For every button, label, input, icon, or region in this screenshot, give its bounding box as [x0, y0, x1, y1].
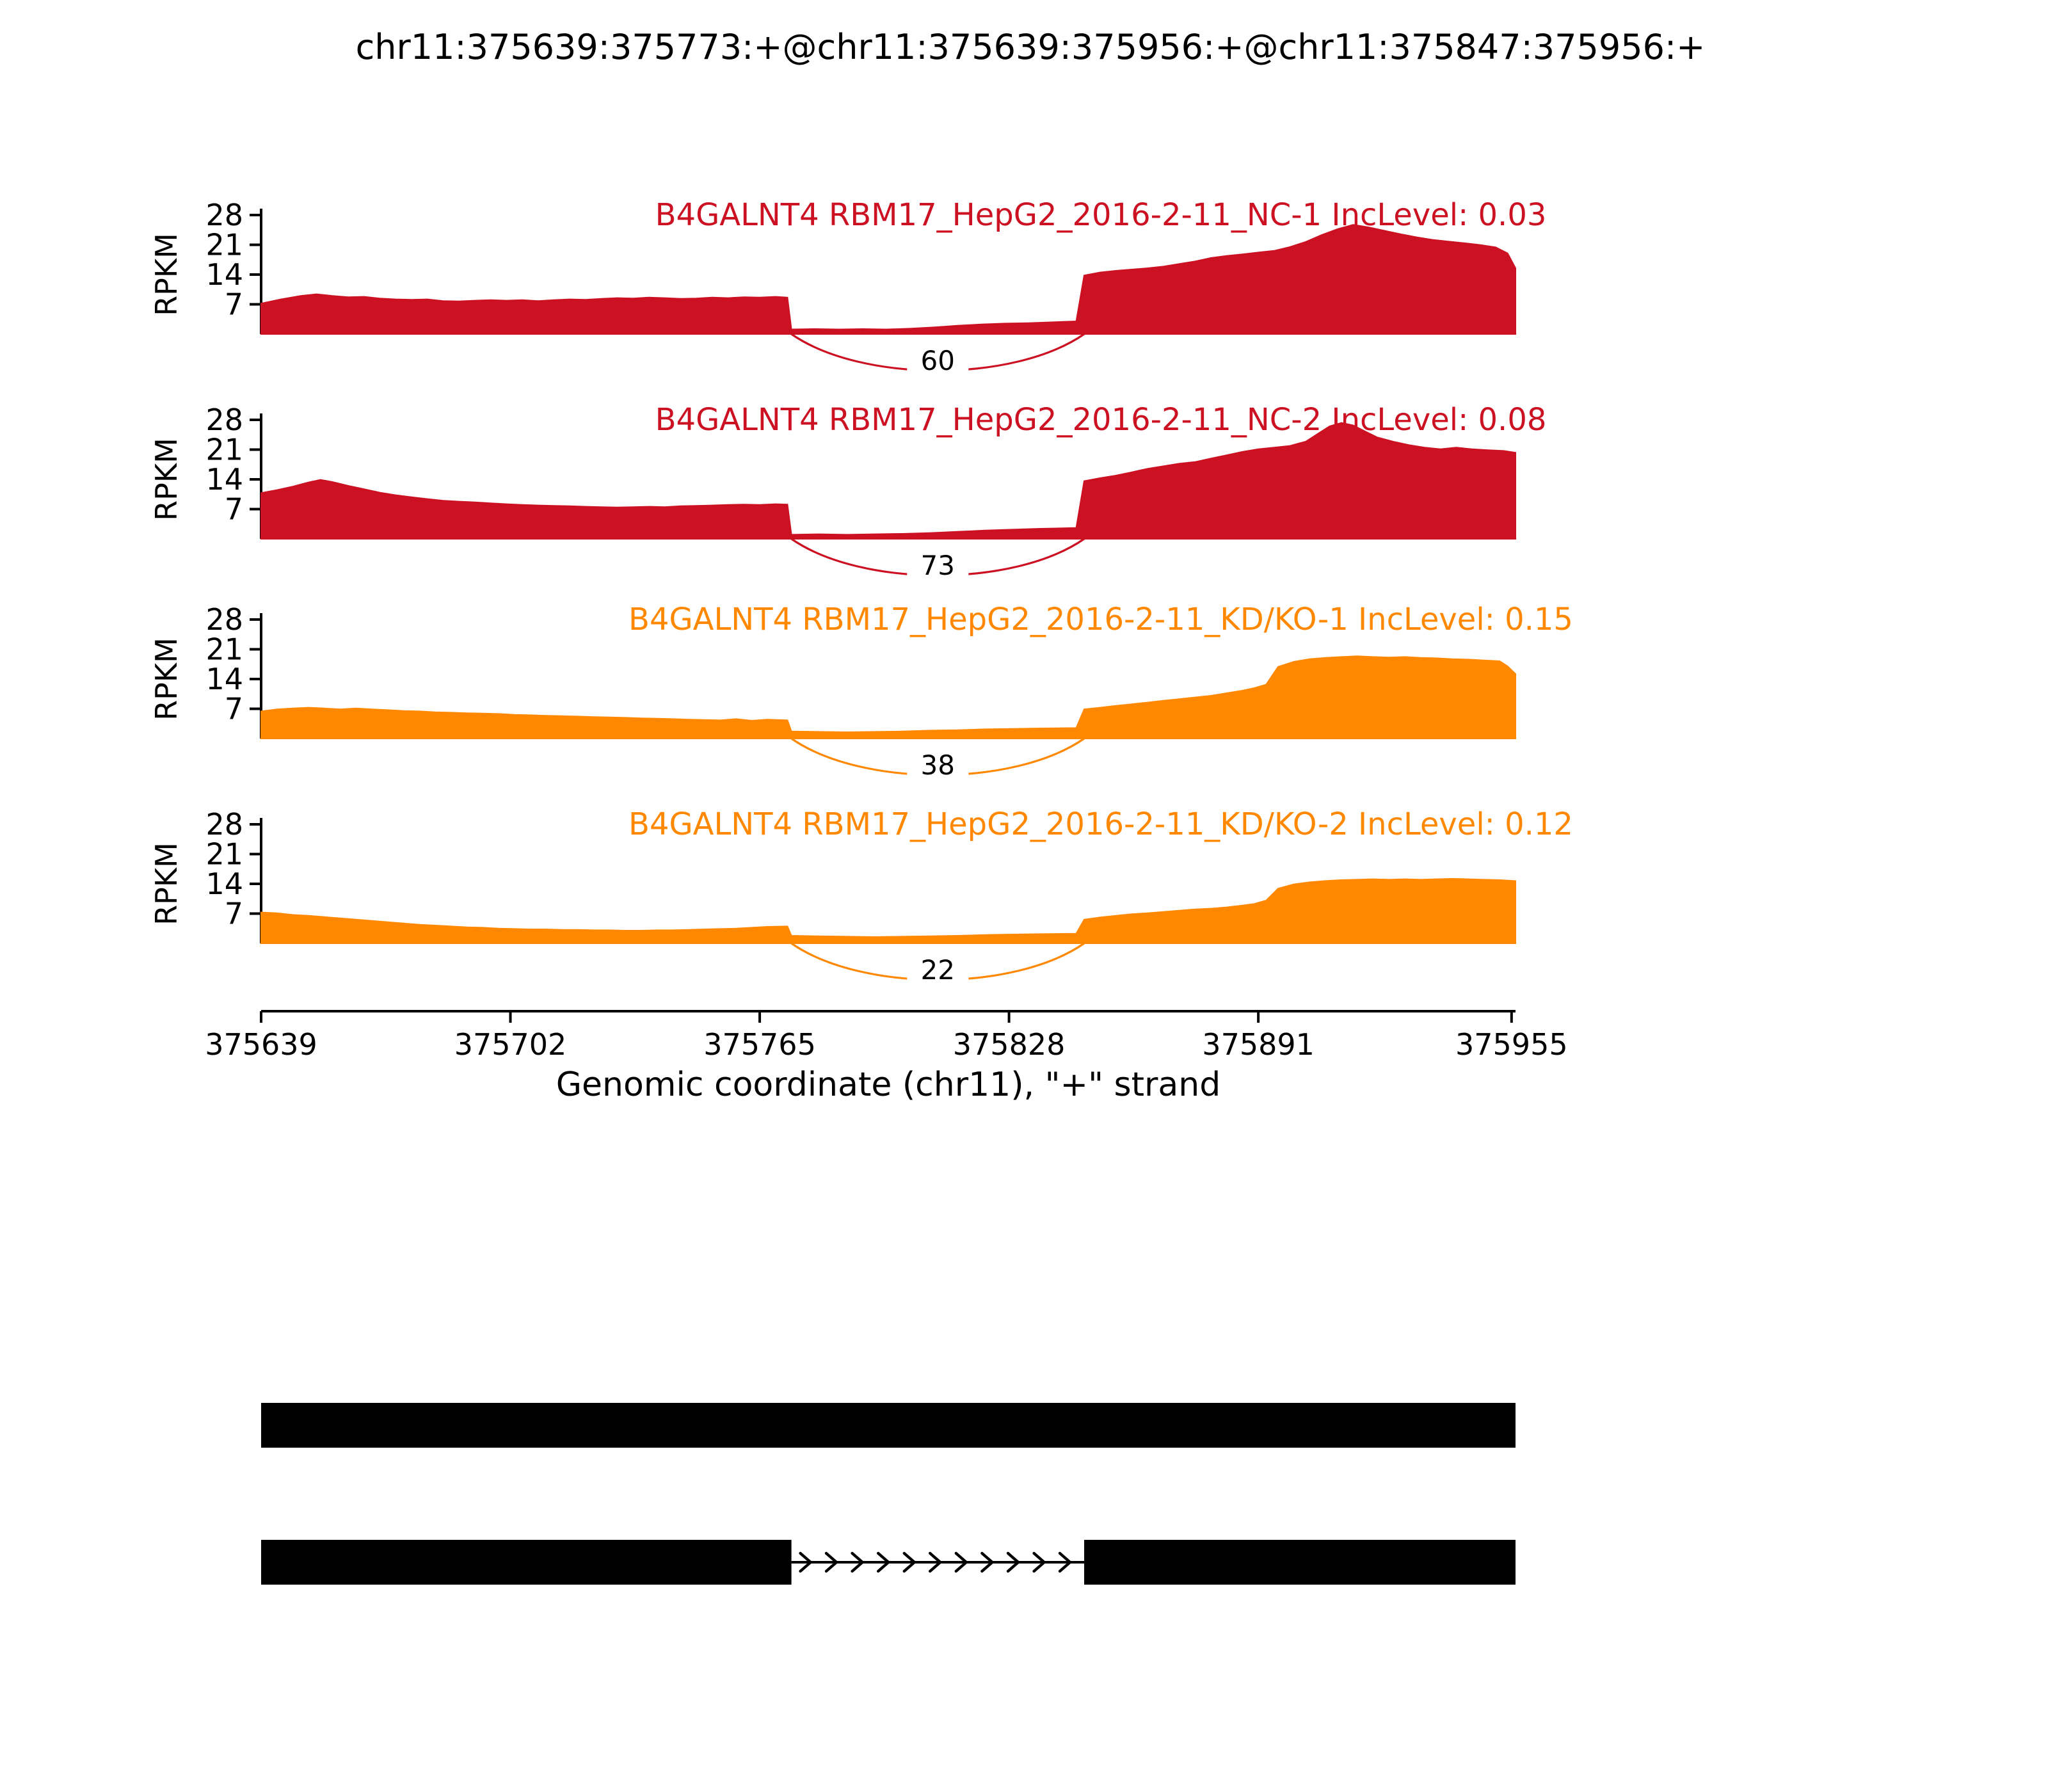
- coverage-area: [260, 655, 1516, 739]
- x-axis: 375639 375702 375765 375828 375891 375955: [205, 1010, 1568, 1062]
- strand-arrow-icon: [877, 1551, 890, 1573]
- track-title-0: B4GALNT4 RBM17_HepG2_2016-2-11_NC-1 IncL…: [655, 197, 1547, 233]
- y-tick-label: 21: [205, 632, 243, 667]
- junction-count-bg: [907, 346, 969, 376]
- x-axis-title: Genomic coordinate (chr11), "+" strand: [556, 1066, 1221, 1104]
- y-tick-label: 28: [205, 198, 243, 232]
- strand-arrow-icon: [1058, 1551, 1072, 1573]
- y-tick-label: 21: [205, 228, 243, 262]
- tracks-group: 7142128RPKM607142128RPKM737142128RPKM387…: [149, 198, 1516, 986]
- strand-arrow-icon: [1032, 1551, 1046, 1573]
- y-tick-label: 21: [205, 837, 243, 872]
- y-tick-label: 7: [225, 897, 243, 931]
- track-title-1: B4GALNT4 RBM17_HepG2_2016-2-11_NC-2 IncL…: [655, 402, 1547, 438]
- y-axis-title: RPKM: [149, 233, 184, 316]
- y-tick-label: 21: [205, 433, 243, 467]
- y-tick-label: 14: [205, 257, 243, 292]
- gene-structure: [261, 1403, 1516, 1585]
- strand-arrow-icon: [824, 1551, 838, 1573]
- coverage-area: [260, 422, 1516, 540]
- x-tick-label: 375828: [953, 1027, 1066, 1062]
- strand-arrow-icon: [799, 1551, 812, 1573]
- coverage-area: [260, 224, 1516, 335]
- figure-title: chr11:375639:375773:+@chr11:375639:37595…: [356, 27, 1706, 67]
- y-tick-label: 14: [205, 867, 243, 901]
- isoform-1: [261, 1540, 1516, 1585]
- exon-bar: [1084, 1540, 1516, 1585]
- exon-bar: [261, 1403, 1516, 1448]
- y-tick-label: 28: [205, 807, 243, 842]
- y-axis-title: RPKM: [149, 438, 184, 521]
- junction-count: 73: [921, 550, 955, 581]
- strand-arrow-icon: [902, 1551, 916, 1573]
- x-tick-label: 375765: [703, 1027, 816, 1062]
- strand-arrow-icon: [980, 1551, 994, 1573]
- x-tick-label: 375639: [205, 1027, 317, 1062]
- y-tick-label: 14: [205, 462, 243, 497]
- y-tick-label: 28: [205, 602, 243, 637]
- x-tick-label: 375891: [1202, 1027, 1315, 1062]
- x-tick-label: 375955: [1455, 1027, 1568, 1062]
- coverage-area: [260, 877, 1516, 944]
- track-title-2: B4GALNT4 RBM17_HepG2_2016-2-11_KD/KO-1 I…: [628, 602, 1573, 637]
- y-tick-label: 28: [205, 403, 243, 437]
- junction-count-bg: [907, 955, 969, 986]
- x-tick-label: 375702: [454, 1027, 567, 1062]
- junction-count: 60: [921, 345, 955, 376]
- y-axis-title: RPKM: [149, 637, 184, 721]
- junction-count-bg: [907, 750, 969, 781]
- exon-bar: [261, 1540, 792, 1585]
- junction-count: 22: [921, 954, 955, 986]
- y-tick-label: 7: [225, 692, 243, 726]
- strand-arrow-icon: [954, 1551, 968, 1573]
- y-tick-label: 14: [205, 662, 243, 696]
- y-axis-title: RPKM: [149, 842, 184, 925]
- junction-count-bg: [907, 550, 969, 581]
- junction-count: 38: [921, 749, 955, 781]
- track-title-3: B4GALNT4 RBM17_HepG2_2016-2-11_KD/KO-2 I…: [628, 806, 1573, 842]
- strand-arrow-icon: [851, 1551, 864, 1573]
- strand-arrow-icon: [1006, 1551, 1020, 1573]
- isoform-0: [261, 1403, 1516, 1448]
- y-tick-label: 7: [225, 492, 243, 527]
- strand-arrow-icon: [929, 1551, 942, 1573]
- y-tick-label: 7: [225, 287, 243, 322]
